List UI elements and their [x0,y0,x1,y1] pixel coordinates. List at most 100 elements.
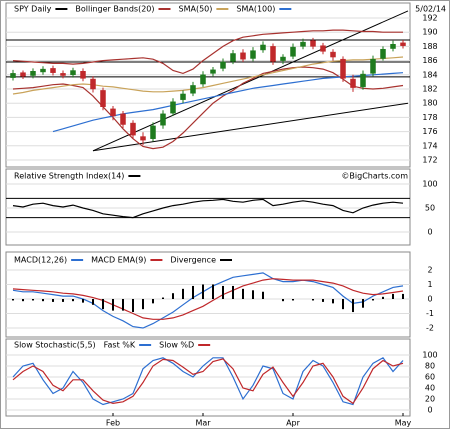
candle-body [210,69,216,74]
x-tick-label: May [395,419,412,428]
indicator-line [12,66,404,150]
y-tick-label: 0 [427,406,432,415]
legend-label: MACD EMA(9) [91,256,146,265]
divergence-bar [152,299,154,304]
divergence-bar [212,284,214,299]
legend-label: SMA(50) [179,5,213,14]
candle-body [400,42,406,46]
indicator-line [12,272,404,329]
candle-body [110,108,116,117]
y-tick-label: 80 [425,362,435,371]
divergence-bar [232,285,234,299]
y-tick-label: 190 [422,28,437,37]
divergence-bar [392,293,394,299]
candle-body [80,71,86,79]
date-label: 5/02/14 [415,5,446,14]
divergence-bar [92,299,94,305]
divergence-bar [202,284,204,299]
divergence-bar [332,299,334,304]
candle-body [10,73,16,78]
divergence-bar [382,296,384,299]
y-tick-label: 60 [425,373,435,382]
candle-body [240,52,246,60]
indicator-line [12,29,403,75]
divergence-bar [52,299,54,302]
divergence-bar [112,299,114,311]
candle-body [140,136,146,141]
divergence-bar [82,299,84,303]
panel-frame [5,251,411,338]
divergence-bar [162,297,164,299]
divergence-bar [252,290,254,299]
x-tick-label: Feb [106,419,120,428]
y-tick-label: 172 [422,156,437,165]
candle-body [390,44,396,49]
y-tick-label: 178 [422,113,437,122]
trend-line [92,102,409,152]
divergence-bar [42,299,44,302]
y-tick-label: 20 [425,395,435,404]
candle-body [360,73,366,88]
candle-body [330,51,336,58]
divergence-bar [72,299,74,302]
candle-body [320,45,326,52]
divergence-bar [122,299,124,311]
y-tick-label: 40 [425,384,435,393]
x-tick-label: Apr [286,419,301,428]
x-tick-label: Mar [195,419,211,428]
y-tick-label: -1 [426,309,434,318]
candle-body [170,101,176,114]
divergence-bar [352,299,354,313]
credit: ©BigCharts.com [341,172,408,181]
candle-body [150,125,156,139]
divergence-bar [372,299,374,301]
candle-body [260,44,266,51]
candle-body [160,113,166,126]
panel-frame [5,2,411,168]
divergence-bar [62,299,64,302]
y-tick-label: 184 [422,70,437,79]
legend-label: SMA(100) [236,5,275,14]
y-tick-label: 0 [427,295,432,304]
y-tick-label: 0 [427,228,432,237]
candle-body [250,50,256,59]
legend-label: Fast %K [104,341,136,350]
candle-body [70,70,76,76]
candle-body [290,46,296,57]
indicator-line [12,357,404,406]
candle-body [380,48,386,59]
indicator-line [12,198,404,219]
y-tick-label: 2 [427,266,432,275]
divergence-bar [142,299,144,310]
indicator-line [12,358,404,405]
candle-body [350,78,356,88]
divergence-bar [172,293,174,299]
candle-body [230,53,236,62]
y-tick-label: 100 [422,180,437,189]
y-tick-label: 188 [422,42,437,51]
legend-label: Relative Strength Index(14) [14,172,124,181]
y-tick-label: 176 [422,127,437,136]
y-tick-label: 180 [422,99,437,108]
legend-label: Slow %D [159,341,194,350]
divergence-bar [222,285,224,299]
indicator-line [12,56,404,95]
divergence-bar [292,299,294,301]
candle-body [40,68,46,73]
divergence-bar [262,291,264,299]
candle-body [20,72,26,77]
candle-body [370,58,376,74]
candle-body [190,85,196,94]
divergence-bar [22,299,24,302]
divergence-bar [362,299,364,308]
divergence-bar [242,288,244,299]
candle-body [200,74,206,85]
y-tick-label: 1 [427,280,432,289]
legend-label: SPY Daily [14,5,52,14]
candle-body [30,71,36,76]
candle-body [270,46,276,62]
y-tick-label: 182 [422,85,437,94]
divergence-bar [342,299,344,310]
legend-label: Bollinger Bands(20) [75,5,154,14]
